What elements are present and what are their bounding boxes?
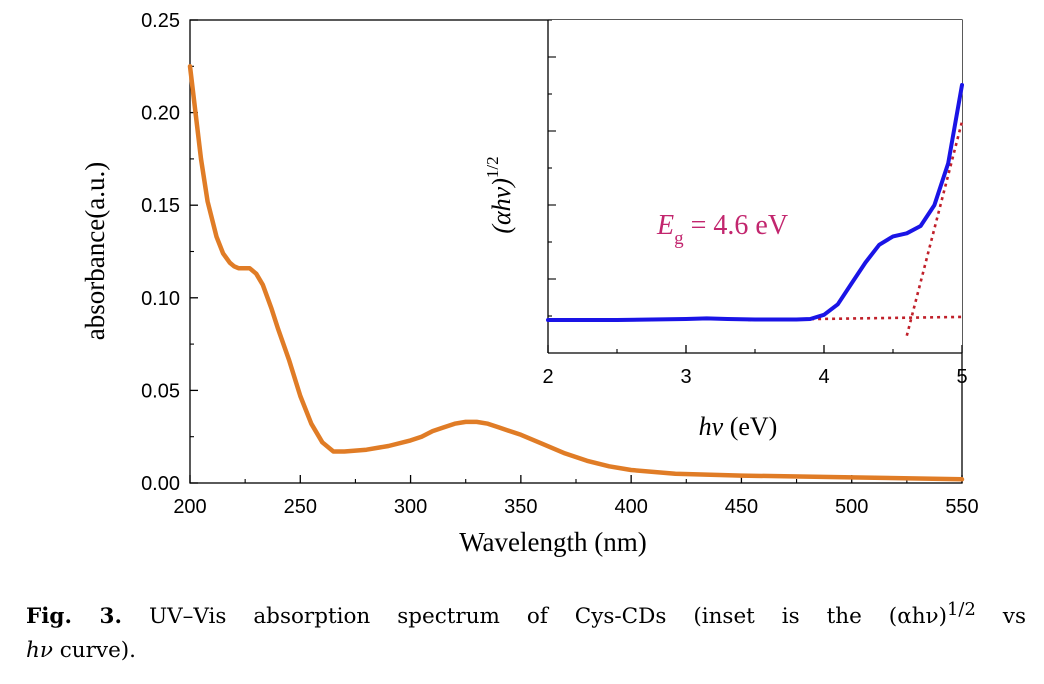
inset-series-line [546, 83, 964, 322]
main-y-axis-title: absorbance(a.u.) [80, 162, 110, 340]
inset-background [548, 20, 962, 353]
main-y-tick-label: 0.20 [141, 103, 180, 125]
main-series-line [187, 64, 965, 482]
main-x-tick-label: 500 [835, 496, 868, 518]
band-gap-value: = 4.6 eV [684, 210, 788, 241]
svg-text:(αhν)1/2: (αhν)1/2 [483, 156, 516, 233]
caption-line-2: hν curve). [26, 634, 1026, 668]
main-x-tick-label: 400 [614, 496, 647, 518]
main-y-tick-label: 0.15 [141, 195, 180, 217]
inset-y-axis-title: (αhν)1/2 [483, 156, 516, 233]
caption-figure-label: Fig. 3. [26, 604, 122, 630]
caption-superscript: 1/2 [947, 599, 976, 620]
main-x-tick-label: 250 [284, 496, 317, 518]
inset-tangent-fit-line [905, 121, 964, 337]
inset-x-tick-label: 3 [680, 366, 691, 388]
caption-text-part1: UV–Vis absorption spectrum of Cys-CDs (i… [122, 604, 948, 630]
figure-caption: Fig. 3. UV–Vis absorption spectrum of Cy… [26, 593, 1026, 668]
main-x-tick-label: 300 [394, 496, 427, 518]
main-y-tick-label: 0.10 [141, 288, 180, 310]
inset-x-tick-label: 5 [956, 366, 967, 388]
inset-x-axis-title-unit: (eV) [723, 412, 777, 441]
inset-x-axis-title: hν (eV) [699, 412, 778, 441]
main-y-tick-label: 0.05 [141, 380, 180, 402]
main-x-tick-label: 200 [173, 496, 206, 518]
band-gap-subscript: g [674, 228, 684, 249]
main-y-tick-label: 0.00 [141, 473, 180, 495]
caption-line2-rest: curve). [52, 638, 137, 664]
inset-x-axis-title-symbol: hν [699, 412, 724, 441]
inset-y-axis-title-base: (αhν) [487, 178, 516, 234]
caption-line2-italic: hν [26, 638, 53, 664]
inset-x-tick-label: 2 [542, 366, 553, 388]
caption-text-part2: vs [975, 604, 1026, 630]
figure: 200 250 300 350 400 450 500 550 0.00 0.05 0.10 0.15… [80, 10, 979, 557]
band-gap-symbol: E [656, 210, 674, 241]
band-gap-annotation: Eg = 4.6 eV [656, 210, 788, 249]
main-x-tick-label: 450 [725, 496, 758, 518]
main-x-tick-label: 550 [945, 496, 978, 518]
inset-x-tick-label: 4 [818, 366, 829, 388]
main-y-tick-label: 0.25 [141, 10, 180, 32]
main-x-axis-title: Wavelength (nm) [459, 527, 647, 557]
main-x-tick-label: 350 [504, 496, 537, 518]
inset-y-axis-title-sup: 1/2 [483, 156, 502, 178]
